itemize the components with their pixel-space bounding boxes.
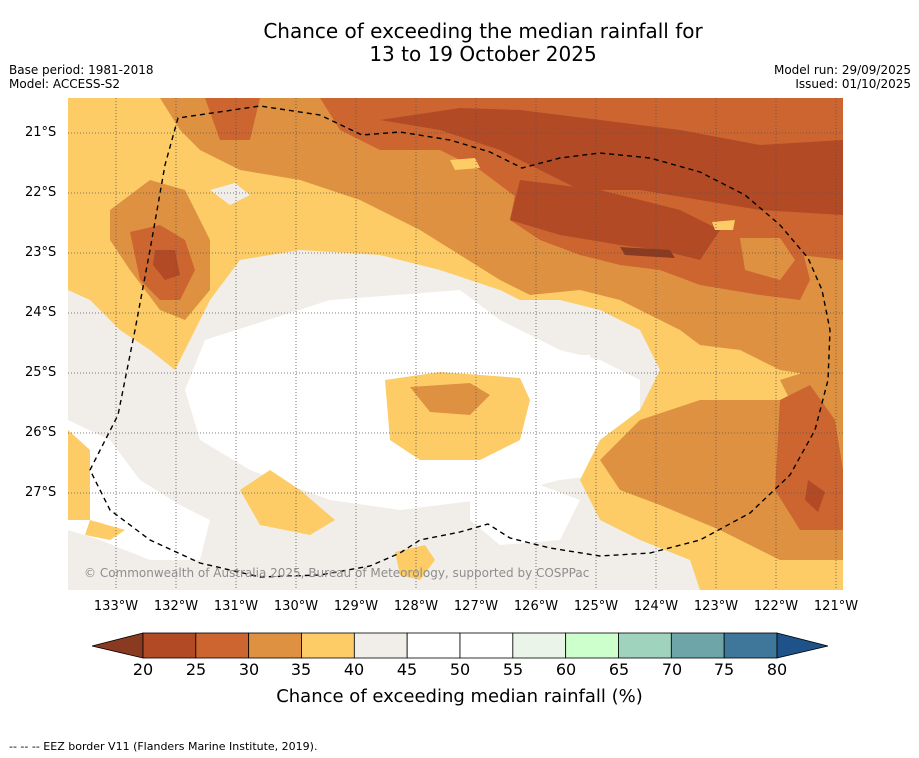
lat-label: 26°S: [25, 425, 57, 440]
colorbar-cell: [723, 632, 778, 659]
base-period: Base period: 1981-2018: [9, 63, 154, 77]
colorbar-tick: 70: [661, 660, 683, 679]
band-20-25-west: [153, 250, 180, 280]
lon-label: 128°W: [393, 599, 439, 614]
band-45-55-s: [470, 485, 580, 545]
white-patch: [540, 355, 595, 425]
eez-border: [89, 105, 831, 578]
issued-date: Issued: 01/10/2025: [795, 77, 911, 91]
lon-label: 121°W: [813, 599, 859, 614]
colorbar-cells: [142, 632, 778, 659]
light-patch-3: [712, 220, 735, 230]
colorbar-cell: [565, 632, 619, 659]
lat-label: 22°S: [25, 185, 57, 200]
map-title-line2: 13 to 19 October 2025: [369, 42, 597, 66]
lon-label: 133°W: [93, 599, 139, 614]
lon-label: 123°W: [693, 599, 739, 614]
band-35-40-patch: [395, 545, 435, 580]
band-30-35-center: [410, 383, 490, 415]
lon-label: 122°W: [753, 599, 799, 614]
colorbar-cell: [618, 632, 672, 659]
colorbar-tick: 65: [608, 660, 630, 679]
lat-label: 27°S: [25, 485, 57, 500]
colorbar-cell: [406, 632, 461, 659]
colorbar-cell: [301, 632, 355, 659]
model-name: Model: ACCESS-S2: [9, 77, 121, 91]
colorbar-tick: 35: [290, 660, 312, 679]
colorbar-tick: 25: [185, 660, 207, 679]
colorbar-tick: 80: [766, 660, 788, 679]
band-35-40-south: [240, 470, 335, 535]
lon-label: 124°W: [633, 599, 679, 614]
colorbar-label: Chance of exceeding median rainfall (%): [276, 686, 643, 707]
map-field: [68, 98, 843, 590]
colorbar-tick: 75: [713, 660, 735, 679]
copyright-notice: © Commonwealth of Australia 2025, Bureau…: [84, 566, 590, 580]
band-20-25-mid: [510, 180, 720, 260]
lon-label: 132°W: [153, 599, 199, 614]
lat-label: 24°S: [25, 305, 57, 320]
colorbar-tick: 20: [132, 660, 154, 679]
model-run: Model run: 29/09/2025: [773, 63, 911, 77]
light-patch-1: [210, 183, 250, 205]
colorbar-cell: [248, 632, 302, 659]
lat-label: 25°S: [25, 365, 57, 380]
colorbar-tick: 50: [449, 660, 471, 679]
lon-label: 130°W: [273, 599, 319, 614]
eez-footnote: -- -- -- EEZ border V11 (Flanders Marine…: [9, 740, 318, 753]
colorbar-cell: [459, 632, 514, 659]
lon-label: 125°W: [573, 599, 619, 614]
band-25-30-east: [775, 385, 843, 530]
band-20-25: [380, 108, 843, 215]
meta-left: Base period: 1981-2018 Model: ACCESS-S2: [9, 63, 154, 91]
lon-label: 127°W: [453, 599, 499, 614]
colorbar-tick: 60: [555, 660, 577, 679]
colorbar-cell: [670, 632, 725, 659]
lat-label: 21°S: [25, 125, 57, 140]
band-below-20: [620, 247, 675, 258]
colorbar-tick: 55: [502, 660, 524, 679]
graticule: [68, 98, 843, 590]
band-35-40-west: [68, 430, 90, 520]
light-patch-2: [450, 158, 480, 170]
lon-label: 126°W: [513, 599, 559, 614]
light-patch-4: [740, 238, 795, 280]
colorbar-cell: [353, 632, 408, 659]
colorbar-cell: [195, 632, 250, 659]
lat-label: 23°S: [25, 245, 57, 260]
colorbar-under-arrow: [91, 632, 144, 659]
colorbar-over-arrow: [776, 632, 829, 659]
lon-label: 129°W: [333, 599, 379, 614]
colorbar-cell: [512, 632, 567, 659]
colorbar-tick: 45: [396, 660, 418, 679]
colorbar: [91, 632, 829, 659]
colorbar-tick: 30: [238, 660, 260, 679]
map-title-line1: Chance of exceeding the median rainfall …: [263, 19, 703, 43]
lon-label: 131°W: [213, 599, 259, 614]
colorbar-tick: 40: [343, 660, 365, 679]
band-20-25-east: [805, 480, 825, 512]
colorbar-cell: [142, 632, 197, 659]
band-35-40-patch2: [85, 520, 125, 540]
meta-right: Model run: 29/09/2025 Issued: 01/10/2025: [774, 63, 911, 91]
